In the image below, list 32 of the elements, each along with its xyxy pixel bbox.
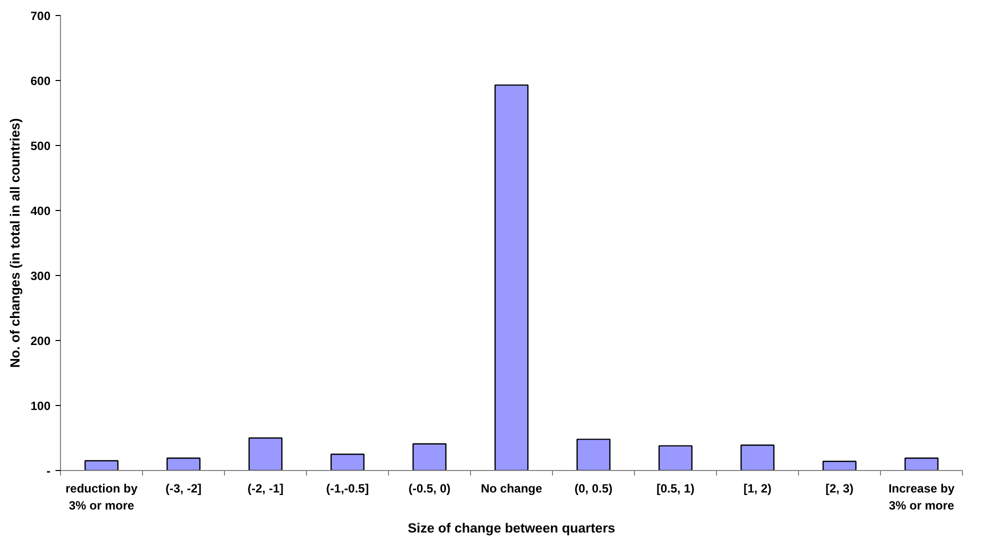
x-tick-label: [2, 3) — [825, 482, 854, 496]
x-tick-label: (-0.5, 0) — [408, 482, 451, 496]
bar — [166, 458, 200, 470]
y-tick-label: 400 — [30, 204, 51, 218]
x-tick-label: No change — [480, 482, 542, 496]
bar — [740, 444, 774, 470]
y-tick-label: 500 — [30, 139, 51, 153]
bar — [658, 445, 692, 470]
y-tick-label: - — [46, 464, 51, 478]
bar — [412, 443, 446, 470]
bar — [248, 437, 282, 470]
y-tick-label: 100 — [30, 399, 51, 413]
x-tick-label: (-1,-0.5] — [326, 482, 369, 496]
x-tick-label: [1, 2) — [743, 482, 772, 496]
x-tick-label: (-3, -2] — [166, 482, 202, 496]
x-tick-label: reduction by 3% or more — [65, 482, 138, 512]
x-tick-label: [0.5, 1) — [656, 482, 695, 496]
bar — [84, 460, 118, 470]
x-tick-label: (0, 0.5) — [574, 482, 613, 496]
y-axis-title: No. of changes (in total in all countries) — [7, 118, 22, 368]
bar — [330, 454, 364, 470]
x-axis-title: Size of change between quarters — [408, 520, 616, 536]
bar — [822, 460, 856, 470]
x-tick-label: Increase by 3% or more — [888, 482, 955, 512]
y-tick-label: 300 — [30, 269, 51, 283]
x-tick-label: (-2, -1] — [248, 482, 284, 496]
y-tick-label: 200 — [30, 334, 51, 348]
bar — [576, 438, 610, 470]
y-tick-label: 600 — [30, 74, 51, 88]
y-tick-label: 700 — [30, 9, 51, 23]
bar — [904, 458, 938, 470]
bar — [494, 84, 528, 470]
